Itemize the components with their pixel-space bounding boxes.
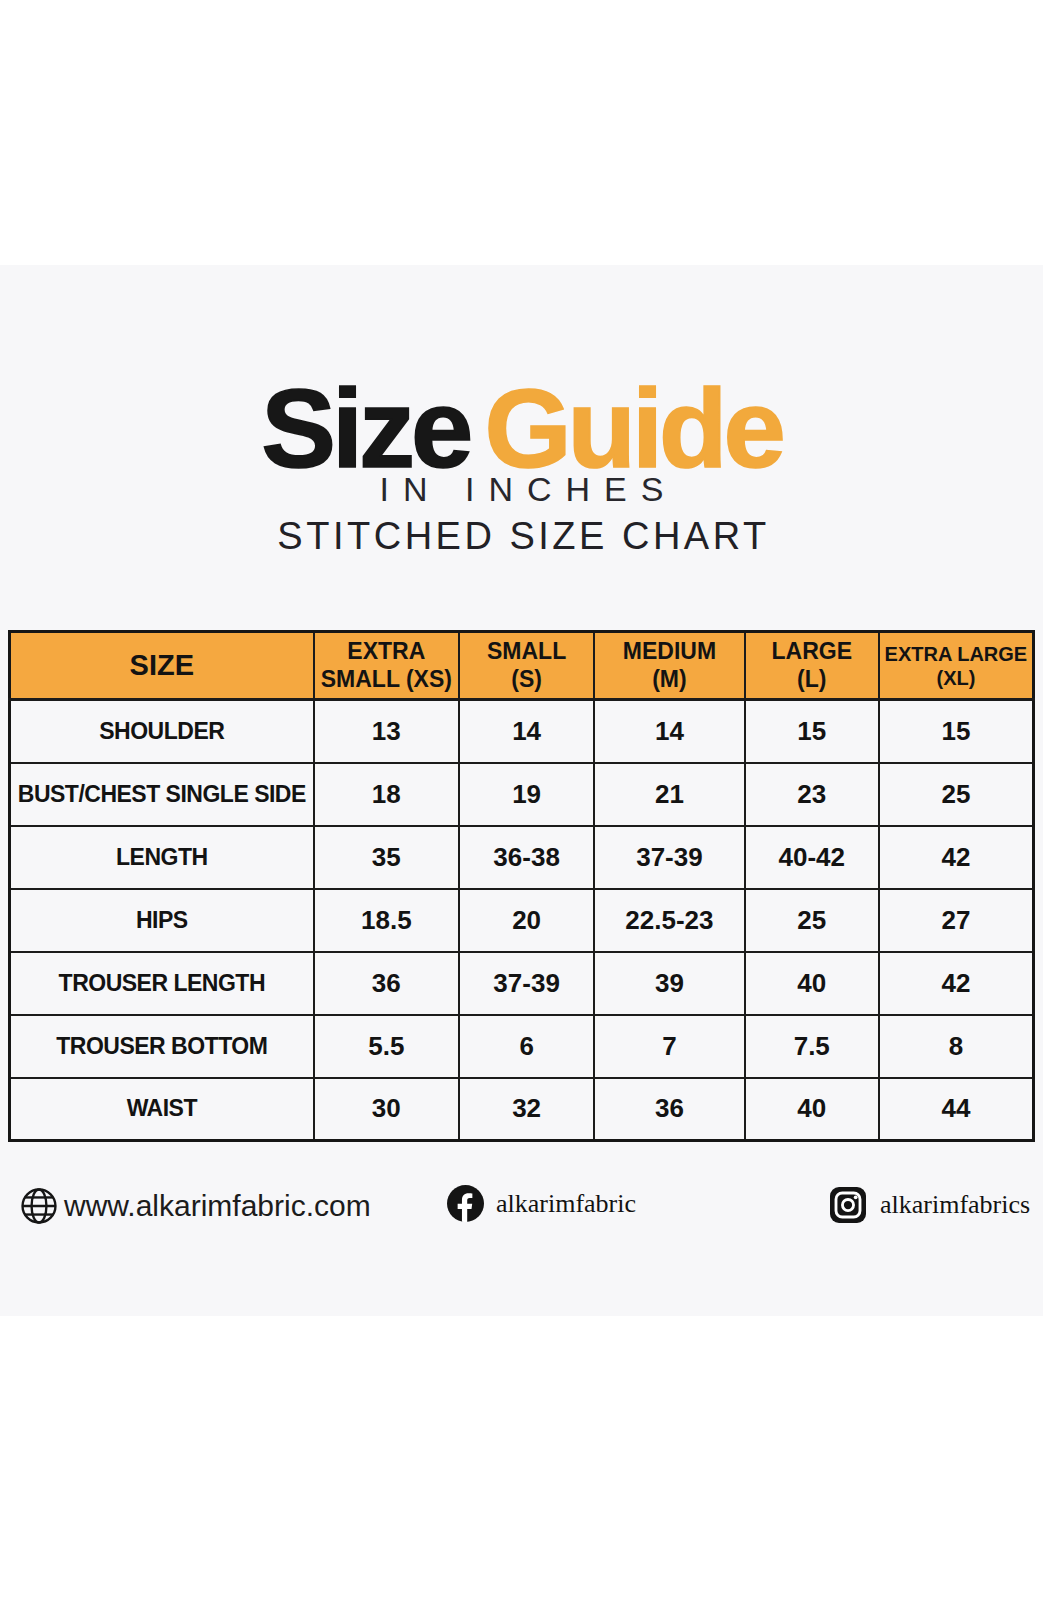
header-row: SIZEEXTRASMALL (XS)SMALL(S)MEDIUM(M)LARG… [10,632,1034,700]
table-row: WAIST3032364044 [10,1078,1034,1141]
column-header: LARGE(L) [745,632,879,700]
subtitle-stitched-size-chart: STITCHED SIZE CHART [0,515,1043,558]
size-value-cell: 40-42 [745,826,879,889]
size-value-cell: 18 [314,763,459,826]
table-row: LENGTH3536-3837-3940-4242 [10,826,1034,889]
table-row: TROUSER BOTTOM5.5677.58 [10,1015,1034,1078]
size-value-cell: 20 [459,889,594,952]
facebook-icon [447,1185,484,1222]
row-label: TROUSER LENGTH [10,952,314,1015]
column-header-line: LARGE [746,638,878,666]
size-value-cell: 8 [879,1015,1034,1078]
size-value-cell: 25 [745,889,879,952]
size-value-cell: 42 [879,952,1034,1015]
subtitle-in-inches: IN INCHES [0,470,1043,509]
column-header-line: SMALL [460,638,593,666]
size-value-cell: 44 [879,1078,1034,1141]
size-value-cell: 35 [314,826,459,889]
size-value-cell: 5.5 [314,1015,459,1078]
table-header: SIZEEXTRASMALL (XS)SMALL(S)MEDIUM(M)LARG… [10,632,1034,700]
column-header-line: EXTRA LARGE [880,642,1032,666]
size-value-cell: 7.5 [745,1015,879,1078]
size-value-cell: 14 [594,700,745,763]
column-header: SMALL(S) [459,632,594,700]
size-value-cell: 40 [745,1078,879,1141]
globe-icon [20,1187,58,1225]
size-value-cell: 30 [314,1078,459,1141]
size-value-cell: 13 [314,700,459,763]
table-row: SHOULDER1314141515 [10,700,1034,763]
column-header-line: (L) [746,666,878,694]
column-header-line: (M) [595,666,744,694]
size-value-cell: 37-39 [459,952,594,1015]
website-item: www.alkarimfabric.com [20,1187,371,1225]
column-header-line: MEDIUM [595,638,744,666]
column-header-line: (XL) [880,666,1032,690]
row-label: HIPS [10,889,314,952]
size-value-cell: 21 [594,763,745,826]
column-header-line: EXTRA [315,638,458,666]
size-value-cell: 15 [745,700,879,763]
column-header: SIZE [10,632,314,700]
size-value-cell: 6 [459,1015,594,1078]
column-header-line: (S) [460,666,593,694]
size-chart-table: SIZEEXTRASMALL (XS)SMALL(S)MEDIUM(M)LARG… [8,630,1035,1142]
table-body: SHOULDER1314141515BUST/CHEST SINGLE SIDE… [10,700,1034,1141]
size-value-cell: 22.5-23 [594,889,745,952]
column-header-line: SIZE [11,648,313,683]
column-header: MEDIUM(M) [594,632,745,700]
column-header: EXTRASMALL (XS) [314,632,459,700]
row-label: TROUSER BOTTOM [10,1015,314,1078]
instagram-item: alkarimfabrics [830,1187,1030,1223]
table-row: BUST/CHEST SINGLE SIDE1819212325 [10,763,1034,826]
size-value-cell: 40 [745,952,879,1015]
size-value-cell: 25 [879,763,1034,826]
facebook-item: alkarimfabric [447,1185,636,1222]
size-guide-poster: SizeGuide IN INCHES STITCHED SIZE CHART … [0,0,1043,1600]
row-label: LENGTH [10,826,314,889]
size-value-cell: 23 [745,763,879,826]
size-value-cell: 27 [879,889,1034,952]
footer: www.alkarimfabric.com alkarimfabric alka… [0,1185,1043,1231]
row-label: SHOULDER [10,700,314,763]
size-value-cell: 36 [594,1078,745,1141]
size-value-cell: 15 [879,700,1034,763]
website-text: www.alkarimfabric.com [64,1189,371,1223]
size-value-cell: 7 [594,1015,745,1078]
instagram-handle: alkarimfabrics [880,1190,1030,1220]
size-value-cell: 32 [459,1078,594,1141]
facebook-handle: alkarimfabric [496,1189,636,1219]
size-value-cell: 18.5 [314,889,459,952]
column-header: EXTRA LARGE(XL) [879,632,1034,700]
table-row: TROUSER LENGTH3637-39394042 [10,952,1034,1015]
size-value-cell: 39 [594,952,745,1015]
size-value-cell: 36 [314,952,459,1015]
row-label: WAIST [10,1078,314,1141]
table-row: HIPS18.52022.5-232527 [10,889,1034,952]
size-value-cell: 42 [879,826,1034,889]
size-value-cell: 19 [459,763,594,826]
size-value-cell: 37-39 [594,826,745,889]
column-header-line: SMALL (XS) [315,666,458,694]
row-label: BUST/CHEST SINGLE SIDE [10,763,314,826]
size-value-cell: 14 [459,700,594,763]
instagram-icon [830,1187,866,1223]
size-value-cell: 36-38 [459,826,594,889]
